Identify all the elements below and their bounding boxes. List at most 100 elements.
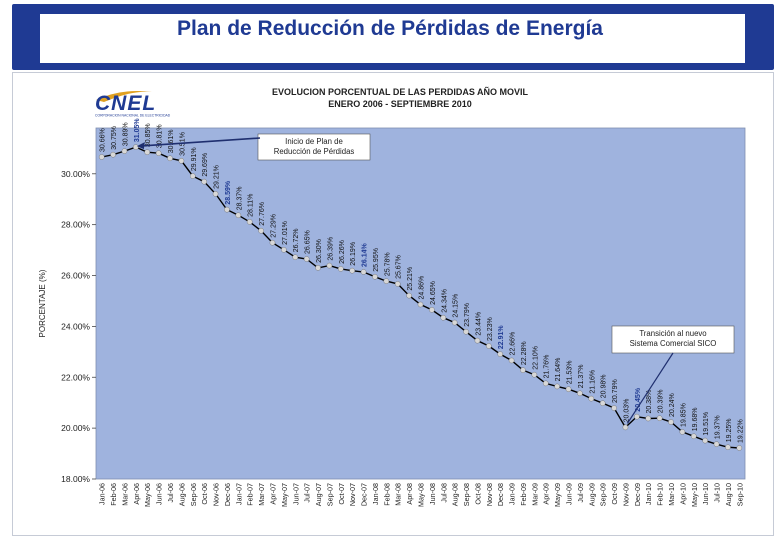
- x-tick-label: Jun-10: [701, 483, 710, 505]
- y-tick-label: 20.00%: [61, 423, 90, 433]
- data-point: [486, 343, 492, 349]
- data-point: [360, 269, 367, 275]
- data-label: 25.95%: [373, 248, 380, 272]
- data-point: [440, 314, 447, 321]
- x-tick-label: Apr-09: [542, 483, 551, 505]
- annotation-text: Sistema Comercial SICO: [630, 339, 717, 348]
- x-tick-label: May-07: [280, 483, 289, 507]
- x-tick-label: Jun-07: [291, 483, 300, 505]
- x-tick-label: Aug-06: [177, 483, 186, 506]
- x-tick-label: May-10: [690, 483, 699, 507]
- data-label: 19.37%: [715, 415, 722, 439]
- data-point: [201, 178, 207, 185]
- data-point: [281, 247, 287, 253]
- data-point: [565, 386, 572, 393]
- header-inner-panel: [40, 14, 745, 63]
- annotation-box: [257, 133, 371, 161]
- logo-swoosh: [96, 91, 152, 102]
- data-label: 29.21%: [214, 165, 221, 189]
- data-label: 27.76%: [259, 202, 266, 226]
- x-tick-label: Mar-09: [530, 483, 539, 506]
- data-label: 22.10%: [532, 346, 539, 370]
- data-label: 29.69%: [202, 153, 209, 177]
- data-label: 27.29%: [270, 214, 277, 238]
- chart-subtitle: ENERO 2006 - SEPTIEMBRE 2010: [328, 99, 472, 109]
- data-label: 26.39%: [327, 237, 334, 261]
- data-point: [736, 445, 743, 451]
- data-label: 30.85%: [145, 123, 152, 147]
- data-point: [554, 383, 560, 390]
- x-tick-label: May-08: [417, 483, 426, 507]
- x-tick-label: Jul-09: [576, 483, 585, 503]
- chart-title: EVOLUCION PORCENTUAL DE LAS PERDIDAS AÑO…: [271, 87, 529, 97]
- x-tick-label: Jan-09: [508, 483, 517, 505]
- x-tick-label: Mar-10: [667, 483, 676, 506]
- data-point: [303, 256, 310, 262]
- x-tick-label: Oct-06: [200, 483, 209, 505]
- data-point: [394, 281, 401, 287]
- data-label: 23.79%: [464, 303, 471, 327]
- data-point: [167, 155, 173, 162]
- y-tick-label: 28.00%: [61, 220, 90, 230]
- x-tick-label: May-09: [553, 483, 562, 507]
- x-tick-label: May-06: [143, 483, 152, 507]
- data-label: 24.34%: [441, 289, 448, 313]
- x-tick-label: Jul-07: [303, 483, 312, 503]
- data-label: 19.22%: [737, 419, 744, 443]
- x-tick-label: Feb-07: [246, 483, 255, 506]
- data-label: 30.75%: [111, 126, 118, 150]
- data-label: 25.67%: [396, 255, 403, 279]
- x-tick-label: Feb-08: [382, 483, 391, 506]
- x-tick-label: Sep-06: [189, 483, 198, 506]
- data-point: [258, 227, 264, 234]
- data-point: [246, 219, 253, 225]
- slide-title: Plan de Reducción de Pérdidas de Energía: [177, 17, 603, 40]
- data-point: [542, 380, 549, 387]
- data-point: [406, 292, 412, 299]
- data-point: [110, 151, 116, 158]
- data-point: [417, 301, 424, 308]
- x-tick-label: Apr-10: [678, 483, 687, 505]
- x-tick-label: Dec-09: [633, 483, 642, 506]
- data-point: [121, 148, 128, 154]
- data-point: [622, 424, 629, 431]
- x-tick-label: Jan-10: [644, 483, 653, 505]
- data-point: [599, 400, 606, 407]
- data-label: 20.45%: [635, 387, 642, 412]
- x-tick-label: Sep-09: [599, 483, 608, 506]
- data-label: 21.76%: [544, 355, 551, 379]
- y-tick-label: 18.00%: [61, 474, 90, 484]
- data-label: 20.98%: [601, 374, 608, 398]
- data-label: 26.65%: [305, 230, 312, 254]
- x-tick-label: Jan-08: [371, 483, 380, 505]
- data-point: [292, 254, 299, 261]
- data-point: [144, 149, 151, 155]
- data-point: [508, 357, 515, 364]
- x-tick-label: Mar-06: [120, 483, 129, 506]
- data-label: 20.39%: [658, 389, 665, 413]
- data-label: 20.79%: [612, 379, 619, 403]
- x-tick-label: Jul-10: [713, 483, 722, 503]
- x-tick-label: Dec-06: [223, 483, 232, 506]
- x-tick-label: Aug-08: [451, 483, 460, 506]
- x-tick-label: Aug-09: [587, 483, 596, 506]
- x-tick-label: Nov-08: [485, 483, 494, 506]
- data-label: 21.37%: [578, 365, 585, 389]
- data-label: 25.21%: [407, 267, 414, 291]
- y-tick-label: 26.00%: [61, 271, 90, 281]
- data-point: [155, 150, 162, 156]
- x-tick-label: Jul-08: [439, 483, 448, 503]
- data-label: 30.61%: [168, 130, 175, 154]
- data-point: [451, 319, 458, 326]
- data-label: 24.15%: [453, 294, 460, 318]
- data-label: 19.85%: [680, 403, 687, 427]
- data-point: [679, 429, 686, 435]
- x-tick-label: Nov-09: [621, 483, 630, 506]
- data-label: 31.05%: [134, 118, 141, 143]
- data-point: [690, 433, 697, 440]
- x-tick-label: Oct-09: [610, 483, 619, 505]
- data-point: [133, 144, 139, 150]
- data-label: 23.44%: [475, 312, 482, 336]
- data-label: 24.86%: [419, 276, 426, 300]
- data-label: 21.16%: [589, 370, 596, 394]
